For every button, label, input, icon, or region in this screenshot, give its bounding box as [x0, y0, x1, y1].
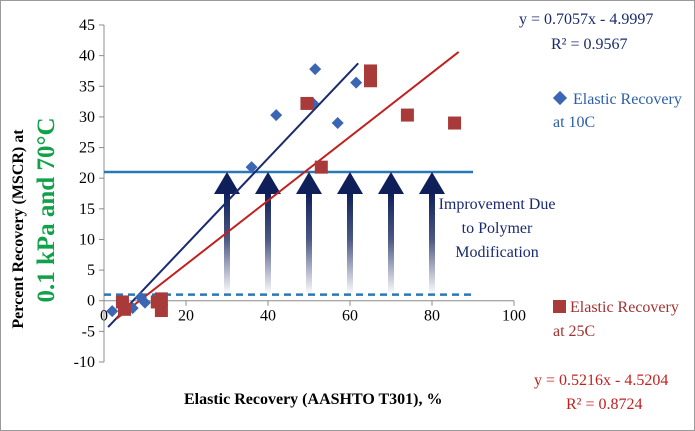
- data-point-10c: [350, 76, 363, 89]
- improvement-arrow-head: [419, 172, 445, 195]
- trendline-equation-25c: y = 0.5216x - 4.5204: [534, 372, 669, 389]
- legend-label-10c-line2: at 10C: [553, 114, 596, 131]
- improvement-arrow-head: [296, 172, 322, 195]
- y-tick-label: 25: [79, 140, 95, 157]
- x-tick-label: 20: [178, 308, 194, 325]
- y-tick-label: 5: [87, 262, 95, 279]
- improvement-arrow-shaft: [388, 193, 394, 295]
- y-tick-label: 20: [79, 170, 95, 187]
- y-tick-label: 35: [79, 78, 95, 95]
- data-point-10c: [245, 161, 258, 174]
- y-axis-label-line1: Percent Recovery (MSCR) at: [10, 129, 27, 329]
- improvement-arrow-shaft: [306, 193, 312, 295]
- trendline-equation-10c: y = 0.7057x - 4.9997: [519, 11, 654, 28]
- data-point-10c: [331, 117, 344, 130]
- data-point-10c: [270, 109, 283, 122]
- improvement-arrow-head: [255, 172, 281, 195]
- data-point-25c: [364, 74, 377, 88]
- y-tick-label: -5: [82, 323, 95, 340]
- improvement-arrow-shaft: [429, 193, 435, 295]
- improvement-arrow-head: [337, 172, 363, 195]
- y-tick-label: 10: [79, 231, 95, 248]
- y-tick-label: 30: [79, 109, 95, 126]
- r-squared-25c: R² = 0.8724: [566, 396, 643, 413]
- improvement-arrow-shaft: [347, 193, 353, 295]
- r-squared-10c: R² = 0.9567: [551, 36, 628, 53]
- legend-entry-25c: Elastic Recovery at 25C: [553, 296, 679, 344]
- improvement-arrow-head: [214, 172, 240, 195]
- legend-label-10c-line1: Elastic Recovery: [573, 91, 682, 108]
- legend-label-25c-line1: Elastic Recovery: [570, 299, 679, 316]
- trendline-25c: [115, 51, 460, 320]
- x-tick-label: 40: [260, 308, 276, 325]
- improvement-arrow-head: [378, 172, 404, 195]
- x-tick-label: 60: [342, 308, 358, 325]
- data-point-25c: [314, 160, 328, 174]
- improvement-arrow-shaft: [265, 193, 271, 295]
- data-point-25c: [154, 304, 168, 318]
- trendline-10c: [107, 62, 359, 328]
- x-tick-label: 100: [502, 308, 526, 325]
- data-point-25c: [400, 108, 414, 122]
- diamond-marker-icon: [552, 90, 568, 106]
- improvement-annotation: Improvement Due to Polymer Modification: [438, 196, 556, 261]
- y-tick-label: 15: [79, 201, 95, 218]
- y-tick-label: 40: [79, 48, 95, 65]
- data-point-25c: [154, 292, 168, 306]
- improvement-arrow-shaft: [224, 193, 230, 295]
- y-tick-label: 0: [87, 293, 95, 310]
- y-tick-label: 45: [79, 17, 95, 34]
- y-tick-label: -10: [74, 354, 95, 371]
- data-point-25c: [364, 64, 377, 78]
- data-point-25c: [300, 96, 314, 110]
- x-tick-label: 0: [100, 308, 108, 325]
- data-point-25c: [118, 302, 131, 316]
- x-axis-label: Elastic Recovery (AASHTO T301), %: [184, 391, 443, 408]
- y-axis-label-line2: 0.1 kPa and 70°C: [33, 117, 60, 303]
- legend-entry-10c: Elastic Recovery at 10C: [552, 88, 682, 134]
- data-point-25c: [448, 116, 462, 130]
- data-point-10c: [309, 63, 322, 76]
- data-point-10c: [106, 305, 119, 318]
- y-axis-label-line2-wrap: 0.1 kPa and 70°C: [30, 60, 64, 360]
- data-point-10c: [139, 296, 151, 309]
- legend-label-25c-line2: at 25C: [553, 323, 596, 340]
- square-marker-icon: [553, 300, 566, 313]
- x-tick-label: 80: [424, 308, 440, 325]
